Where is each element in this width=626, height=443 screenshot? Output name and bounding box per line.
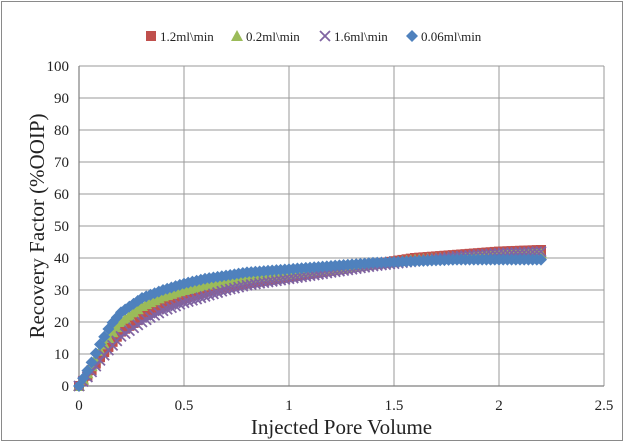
gridlines <box>78 65 605 387</box>
x-tick-labels: 0 0.5 1 1.5 2 2.5 <box>75 398 613 414</box>
x-tick-label: 2.5 <box>595 398 614 414</box>
axes <box>78 66 604 387</box>
series-diamond <box>73 253 547 392</box>
data-point <box>85 356 98 369</box>
data-series <box>73 245 547 392</box>
data-point <box>95 352 105 363</box>
x-tick-label: 0 <box>75 398 83 414</box>
legend-marker <box>146 31 156 41</box>
legend-marker <box>406 30 418 42</box>
x-tick-label: 1 <box>285 398 293 414</box>
legend-item: 0.2ml\min <box>231 29 300 44</box>
legend-item: 0.06ml\min <box>406 29 482 44</box>
legend-item: 1.2ml\min <box>146 29 214 44</box>
legend-marker <box>231 30 243 41</box>
y-tick-label: 40 <box>54 251 69 267</box>
data-point <box>89 347 102 360</box>
x-tick-label: 1.5 <box>385 398 404 414</box>
y-tick-label: 30 <box>54 283 69 299</box>
data-point <box>99 347 110 358</box>
y-tick-label: 10 <box>54 347 69 363</box>
y-tick-label: 50 <box>54 219 69 235</box>
x-tick-label: 2 <box>495 398 503 414</box>
y-tick-label: 70 <box>54 155 69 171</box>
data-point <box>81 364 94 377</box>
data-point <box>224 283 236 295</box>
x-tick-label: 0.5 <box>175 398 194 414</box>
y-tick-labels: 0 10 20 30 40 50 60 70 80 90 100 <box>47 59 70 395</box>
data-point <box>228 282 241 294</box>
data-point <box>237 280 249 292</box>
legend-label: 1.6ml\min <box>334 29 388 44</box>
y-tick-label: 80 <box>54 123 69 139</box>
data-point <box>535 253 547 266</box>
legend: 1.2ml\min 0.2ml\min 1.6ml\min 0.06ml\min <box>146 29 482 44</box>
data-point <box>220 284 232 296</box>
y-tick-label: 0 <box>62 379 70 395</box>
data-point <box>232 281 245 293</box>
y-tick-label: 100 <box>47 59 70 75</box>
legend-item: 1.6ml\min <box>319 29 388 44</box>
y-tick-label: 20 <box>54 315 69 331</box>
y-tick-label: 60 <box>54 187 69 203</box>
legend-label: 1.2ml\min <box>160 29 214 44</box>
x-axis-title: Injected Pore Volume <box>251 415 432 439</box>
legend-marker <box>319 30 331 42</box>
legend-label: 0.2ml\min <box>246 29 300 44</box>
legend-label: 0.06ml\min <box>421 29 482 44</box>
y-axis-title: Recovery Factor (%OOIP) <box>25 113 49 338</box>
y-tick-label: 90 <box>54 91 69 107</box>
